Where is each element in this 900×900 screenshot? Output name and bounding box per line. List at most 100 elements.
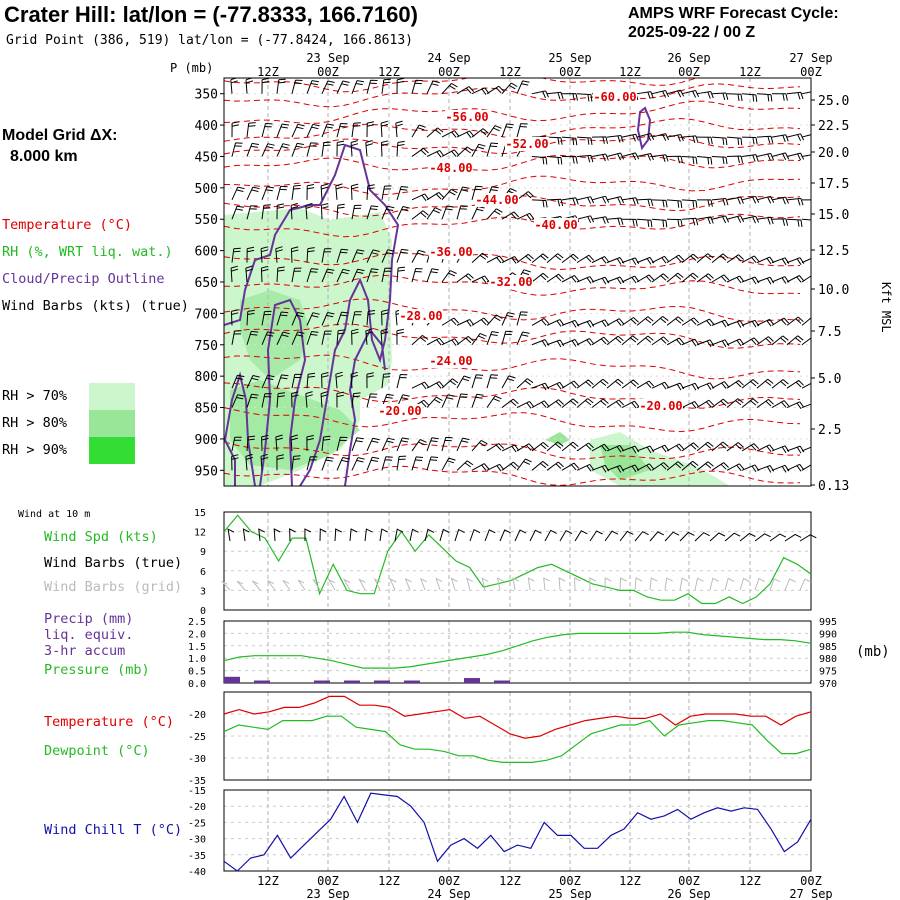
wind-barb <box>261 123 273 138</box>
wind-barb <box>350 140 359 157</box>
height-tick-label: 20.0 <box>818 146 849 161</box>
wind-barb-true <box>454 528 465 542</box>
wind-barb <box>351 249 365 263</box>
wind-barb <box>456 375 471 389</box>
wind-barb <box>411 456 424 471</box>
wind-barb <box>561 441 579 452</box>
wind-barb <box>306 312 320 326</box>
date-label-top: 25 Sep <box>548 51 591 65</box>
wind-barb <box>231 394 245 408</box>
wind-barb <box>380 328 389 345</box>
wind-barb <box>290 202 299 220</box>
temperature-contour <box>224 354 801 380</box>
wind-barb <box>456 86 475 95</box>
wind-barb <box>456 335 474 346</box>
wind-barb <box>696 253 714 263</box>
wind-barb-true <box>289 528 296 542</box>
wind-barb <box>726 93 743 102</box>
wind-barb <box>576 93 593 102</box>
wind-barb <box>471 206 485 220</box>
wind-barb <box>291 373 302 389</box>
temperature-label-bg <box>505 137 549 151</box>
precip-right-tick-label: 970 <box>819 679 837 690</box>
temperature-label-bg <box>593 90 637 104</box>
precip-right-tick-label: 980 <box>819 654 837 665</box>
temperature-label-bg <box>429 354 473 368</box>
temperature-label-bg <box>475 193 519 207</box>
wind-barb <box>771 196 789 205</box>
wind-barb <box>726 398 744 408</box>
wind-barb <box>231 330 242 345</box>
wind-barb <box>366 268 379 283</box>
precip-tick-label: 2.0 <box>188 629 206 640</box>
wind-barb <box>441 188 458 201</box>
temperature-contour <box>224 175 801 196</box>
height-tick-label: 22.5 <box>818 119 849 134</box>
wind-barb <box>606 335 624 346</box>
wind-tick-label: 15 <box>194 508 206 519</box>
pressure-line <box>223 631 812 669</box>
wind-barb <box>696 461 714 471</box>
wind-barb <box>606 318 625 326</box>
wind-barb <box>651 336 669 346</box>
pressure-label: Pressure (mb) <box>44 662 150 678</box>
wind-barb <box>291 391 299 408</box>
precip-liq-label: liq. equiv. <box>44 627 134 643</box>
wind-barb <box>651 444 670 453</box>
wind-barb <box>366 205 379 220</box>
wind-barb <box>696 382 715 390</box>
precip-bar <box>224 676 240 683</box>
wind-barb <box>711 198 729 206</box>
wind-barb <box>276 203 285 220</box>
wind-barb <box>261 374 275 389</box>
wind-barb <box>786 463 805 472</box>
wind-barb-true <box>649 531 665 542</box>
wind-barb <box>471 463 490 471</box>
wind-barb <box>471 128 489 138</box>
wind-barb <box>411 193 430 202</box>
wind-barb <box>801 154 811 157</box>
height-tick-label: 7.5 <box>818 325 841 340</box>
wind-barb <box>546 91 564 100</box>
wind-barb <box>441 378 459 389</box>
wind-barb <box>741 379 759 389</box>
wind-barb <box>711 339 730 348</box>
wind-barb <box>681 135 699 143</box>
precip-bar <box>404 680 420 683</box>
wind-barb <box>486 208 503 220</box>
wind-barb <box>276 143 290 157</box>
wind-barb <box>231 205 244 220</box>
wind-barb <box>380 120 389 138</box>
wind-barb <box>471 439 488 452</box>
wind-barb-true <box>739 532 756 542</box>
wind-barb <box>471 143 486 157</box>
temperature-label-bg <box>489 275 533 289</box>
wind-barb <box>741 398 759 408</box>
wind-barb <box>576 254 595 264</box>
wind-barb <box>516 443 535 452</box>
wind-barb-grid <box>754 577 766 591</box>
time-tick-top: 12Z <box>378 65 400 79</box>
wind-barb <box>426 149 445 158</box>
wind-barb <box>681 90 700 98</box>
wind-barb <box>366 310 376 326</box>
wind-barb <box>666 337 685 346</box>
wind-barb <box>546 441 564 452</box>
wind-barb <box>336 311 349 326</box>
wind-barb <box>306 247 315 263</box>
wind-barb <box>351 80 364 94</box>
temperature-label-bg <box>445 110 489 124</box>
wind-barb <box>291 312 305 326</box>
precip-bar <box>314 680 330 683</box>
wind-barb-grid <box>251 580 261 591</box>
wind-barb <box>396 140 405 157</box>
wind-barb <box>621 379 639 389</box>
wind-barb-true <box>694 532 710 542</box>
time-tick-top: 00Z <box>317 65 339 79</box>
height-tick-label: 0.13 <box>818 479 849 494</box>
wind-barb-grid <box>589 577 597 591</box>
wind-barb-true <box>529 529 542 542</box>
wind-barb <box>411 381 430 390</box>
temperature-contour <box>224 154 801 171</box>
